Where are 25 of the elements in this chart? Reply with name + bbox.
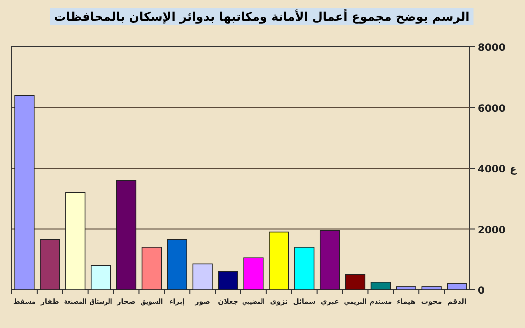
bar	[320, 230, 340, 290]
y-tick-label: 0	[478, 286, 485, 297]
bar	[218, 271, 238, 290]
bar	[447, 284, 468, 290]
bar	[66, 192, 86, 290]
chart-title: الرسم يوضح مجموع أعمال الأمانة ومكاتبها بدوائر الإسكان بالمحافظات	[54, 9, 470, 24]
bar	[40, 239, 60, 290]
y-tick-label: 4000	[478, 164, 506, 176]
bar	[345, 274, 366, 290]
bar	[244, 258, 264, 290]
bar	[142, 247, 162, 290]
bar	[396, 286, 416, 290]
y-tick-label: 2000	[478, 225, 506, 236]
bar	[167, 239, 188, 290]
bar	[422, 286, 442, 290]
bar	[192, 264, 213, 290]
bar	[370, 282, 392, 290]
bar	[90, 265, 112, 290]
bar	[14, 95, 35, 290]
y-axis-title: ع	[510, 164, 518, 176]
bar	[269, 232, 290, 290]
y-tick-label: 8000	[478, 43, 506, 54]
bar	[116, 180, 137, 290]
y-tick-label: 6000	[478, 104, 506, 115]
bar	[294, 247, 315, 290]
